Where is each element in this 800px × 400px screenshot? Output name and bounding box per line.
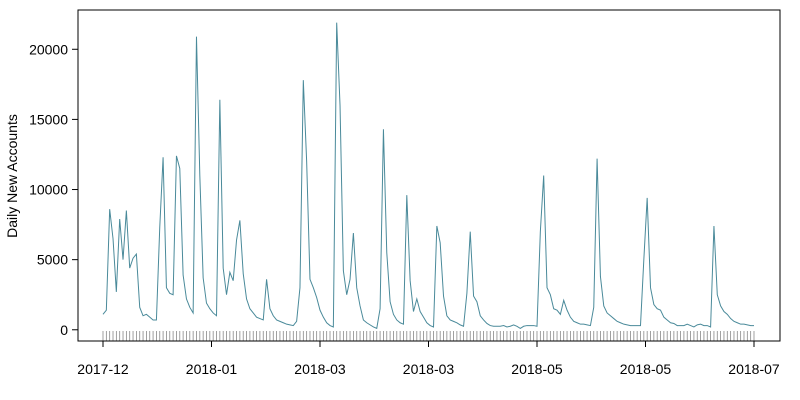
y-tick-label: 10000	[29, 182, 68, 198]
y-tick-label: 0	[60, 322, 68, 338]
x-tick-label: 2018-03	[403, 361, 455, 377]
y-tick-label: 15000	[29, 111, 68, 127]
y-axis-title: Daily New Accounts	[4, 114, 20, 238]
x-tick-label: 2018-05	[511, 361, 563, 377]
x-tick-label: 2018-01	[186, 361, 238, 377]
y-axis: 0 5000 10000 15000 20000	[29, 41, 78, 338]
plot-frame	[77, 9, 781, 342]
y-tick-label: 5000	[37, 252, 68, 268]
x-tick-label: 2018-03	[294, 361, 346, 377]
x-tick-label: 2018-05	[620, 361, 672, 377]
x-tick-label: 2017-12	[77, 361, 129, 377]
rug-ticks	[102, 331, 755, 341]
x-axis: 2017-12 2018-01 2018-03 2018-03 2018-05 2018-…	[77, 341, 780, 377]
x-tick-label: 2018-07	[728, 361, 780, 377]
series-line	[102, 22, 754, 330]
y-tick-label: 20000	[29, 41, 68, 57]
